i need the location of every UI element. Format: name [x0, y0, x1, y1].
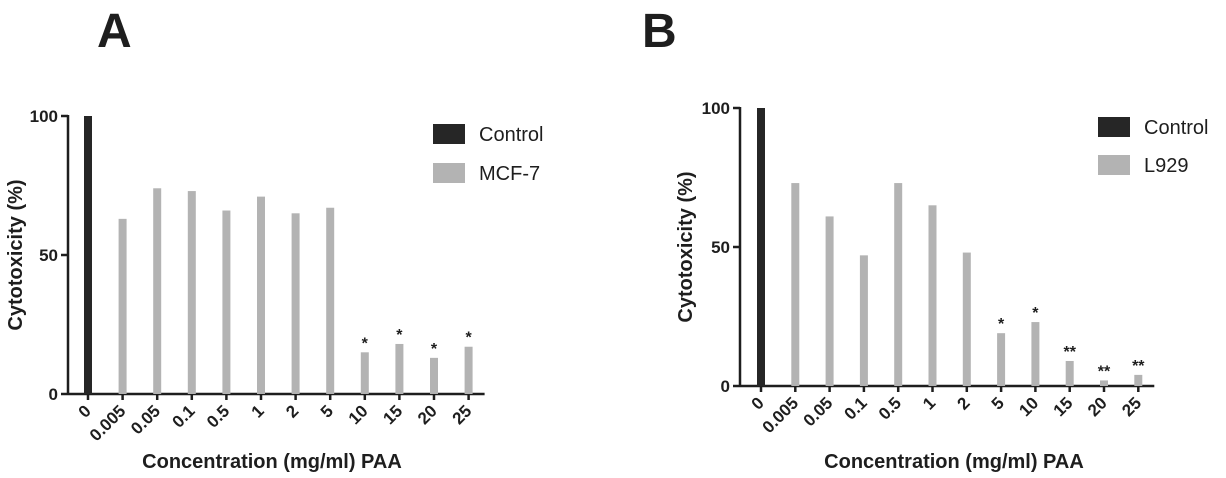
- x-tick-label: 0.005: [759, 393, 803, 437]
- x-tick-label: 0.1: [168, 401, 198, 431]
- x-axis-title: Concentration (mg/ml) PAA: [142, 451, 402, 473]
- bar: [430, 357, 438, 394]
- bar: [757, 108, 765, 386]
- bar: [1065, 360, 1074, 386]
- x-tick-label: 0: [748, 393, 768, 413]
- y-tick-label: 100: [30, 107, 58, 126]
- panel-label-a: A: [97, 5, 132, 58]
- x-tick-label: 0: [75, 401, 95, 421]
- x-tick-label: 1: [248, 401, 268, 421]
- significance-mark: *: [362, 335, 369, 352]
- legend-swatch: [1098, 117, 1130, 137]
- significance-mark: *: [465, 330, 472, 347]
- x-tick-label: 5: [988, 393, 1008, 413]
- bar: [894, 183, 903, 386]
- legend-label: MCF-7: [479, 163, 540, 185]
- legend-label: Control: [479, 124, 543, 146]
- x-tick-label: 0.05: [127, 401, 164, 438]
- bar: [791, 183, 800, 386]
- x-tick-label: 25: [1118, 393, 1145, 420]
- x-tick-label: 1: [919, 393, 939, 413]
- y-tick-label: 50: [39, 246, 58, 265]
- legend-swatch: [433, 163, 465, 183]
- bar: [360, 352, 369, 394]
- legend-label: L929: [1144, 155, 1189, 177]
- legend-label: Control: [1144, 117, 1208, 139]
- x-tick-label: 20: [1084, 393, 1111, 420]
- bar: [1031, 322, 1040, 386]
- y-tick-label: 0: [49, 385, 58, 404]
- x-tick-label: 15: [1050, 393, 1077, 420]
- bar: [997, 333, 1006, 386]
- x-tick-label: 0.1: [841, 393, 871, 423]
- bar: [1134, 374, 1143, 386]
- x-tick-label: 10: [345, 401, 372, 428]
- bar: [825, 216, 834, 386]
- x-tick-label: 0.5: [875, 393, 905, 423]
- bar: [464, 346, 473, 394]
- bar: [187, 191, 196, 394]
- bar: [962, 252, 971, 386]
- x-tick-label: 0.5: [203, 401, 233, 431]
- x-axis-title: Concentration (mg/ml) PAA: [824, 451, 1084, 473]
- y-axis-title: Cytotoxicity (%): [5, 179, 27, 330]
- legend-swatch: [1098, 155, 1130, 175]
- panel-label-b: B: [642, 5, 677, 58]
- bar: [257, 196, 265, 394]
- x-tick-label: 25: [449, 401, 476, 428]
- bar: [1100, 380, 1108, 386]
- legend-swatch: [433, 124, 465, 144]
- bar: [84, 116, 92, 394]
- significance-mark: *: [396, 327, 403, 344]
- x-tick-label: 10: [1015, 393, 1042, 420]
- x-tick-label: 20: [414, 401, 441, 428]
- significance-mark: **: [1132, 358, 1145, 375]
- significance-mark: *: [1032, 305, 1039, 322]
- significance-mark: *: [431, 341, 438, 358]
- y-axis-title: Cytotoxicity (%): [675, 171, 697, 322]
- bar: [859, 255, 868, 386]
- significance-mark: **: [1098, 363, 1111, 380]
- bar: [326, 207, 335, 394]
- bar: [928, 205, 937, 386]
- bar: [291, 213, 300, 394]
- bar: [222, 210, 231, 394]
- x-tick-label: 2: [953, 393, 973, 413]
- x-tick-label: 0.05: [800, 393, 837, 430]
- significance-mark: **: [1063, 344, 1076, 361]
- x-tick-label: 5: [317, 401, 337, 421]
- bar: [395, 343, 404, 394]
- x-tick-label: 0.005: [86, 401, 130, 445]
- significance-mark: *: [998, 316, 1005, 333]
- x-tick-label: 2: [282, 401, 302, 421]
- bar: [153, 188, 162, 394]
- y-tick-label: 50: [711, 238, 730, 257]
- x-tick-label: 15: [379, 401, 406, 428]
- y-tick-label: 0: [721, 377, 730, 396]
- y-tick-label: 100: [702, 99, 730, 118]
- bar: [118, 218, 127, 394]
